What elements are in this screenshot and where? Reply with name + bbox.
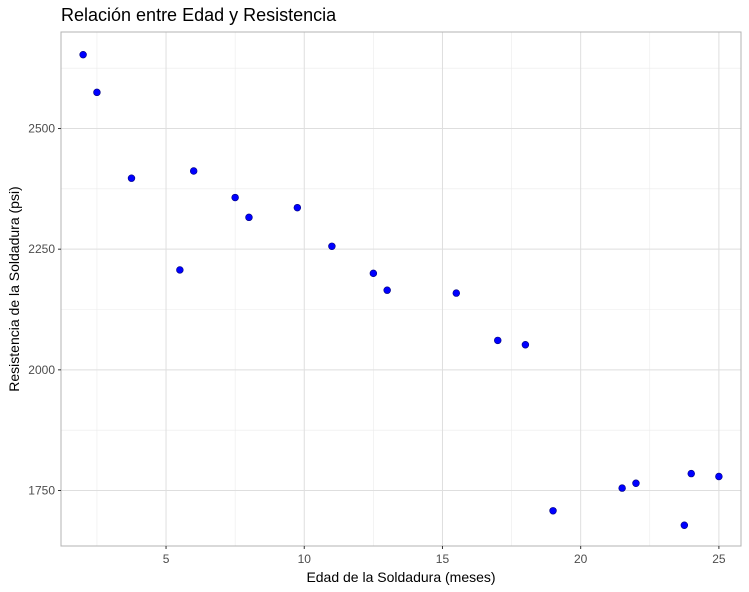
x-tick-label: 25 xyxy=(712,552,726,566)
data-point xyxy=(176,266,184,274)
data-point xyxy=(328,242,336,250)
y-axis-title: Resistencia de la Soldadura (psi) xyxy=(6,186,22,391)
plot-border xyxy=(60,31,742,547)
data-point xyxy=(521,341,530,349)
x-tick-label: 20 xyxy=(574,552,588,566)
x-tick-label: 10 xyxy=(298,552,312,566)
data-point xyxy=(93,88,101,97)
data-point xyxy=(369,269,378,278)
data-point xyxy=(127,174,136,182)
data-point xyxy=(452,289,460,297)
x-tick-label: 15 xyxy=(436,552,450,566)
data-point xyxy=(687,469,695,478)
data-point xyxy=(293,203,302,212)
x-axis: 5 10 15 20 25 xyxy=(163,546,726,566)
data-points xyxy=(79,50,723,529)
data-point xyxy=(79,50,87,59)
data-point xyxy=(189,167,198,175)
chart-title: Relación entre Edad y Resistencia xyxy=(61,5,337,25)
x-axis-title: Edad de la Soldadura (meses) xyxy=(306,569,495,585)
data-point xyxy=(245,213,253,222)
data-point xyxy=(618,484,626,492)
data-point xyxy=(680,521,689,529)
y-tick-label: 1750 xyxy=(28,483,55,497)
data-point xyxy=(231,193,239,202)
data-point xyxy=(715,472,723,481)
data-point xyxy=(383,286,391,294)
plot-panel xyxy=(61,32,741,546)
data-point xyxy=(632,479,640,487)
data-point xyxy=(549,507,557,515)
major-grid xyxy=(61,32,741,546)
y-tick-label: 2500 xyxy=(28,122,55,136)
data-point xyxy=(494,336,502,345)
x-tick-label: 5 xyxy=(163,552,170,566)
y-tick-label: 2000 xyxy=(28,363,55,377)
y-tick-label: 2250 xyxy=(28,242,55,256)
minor-grid xyxy=(61,32,741,546)
y-axis: 1750 2000 2250 2500 xyxy=(28,122,61,497)
